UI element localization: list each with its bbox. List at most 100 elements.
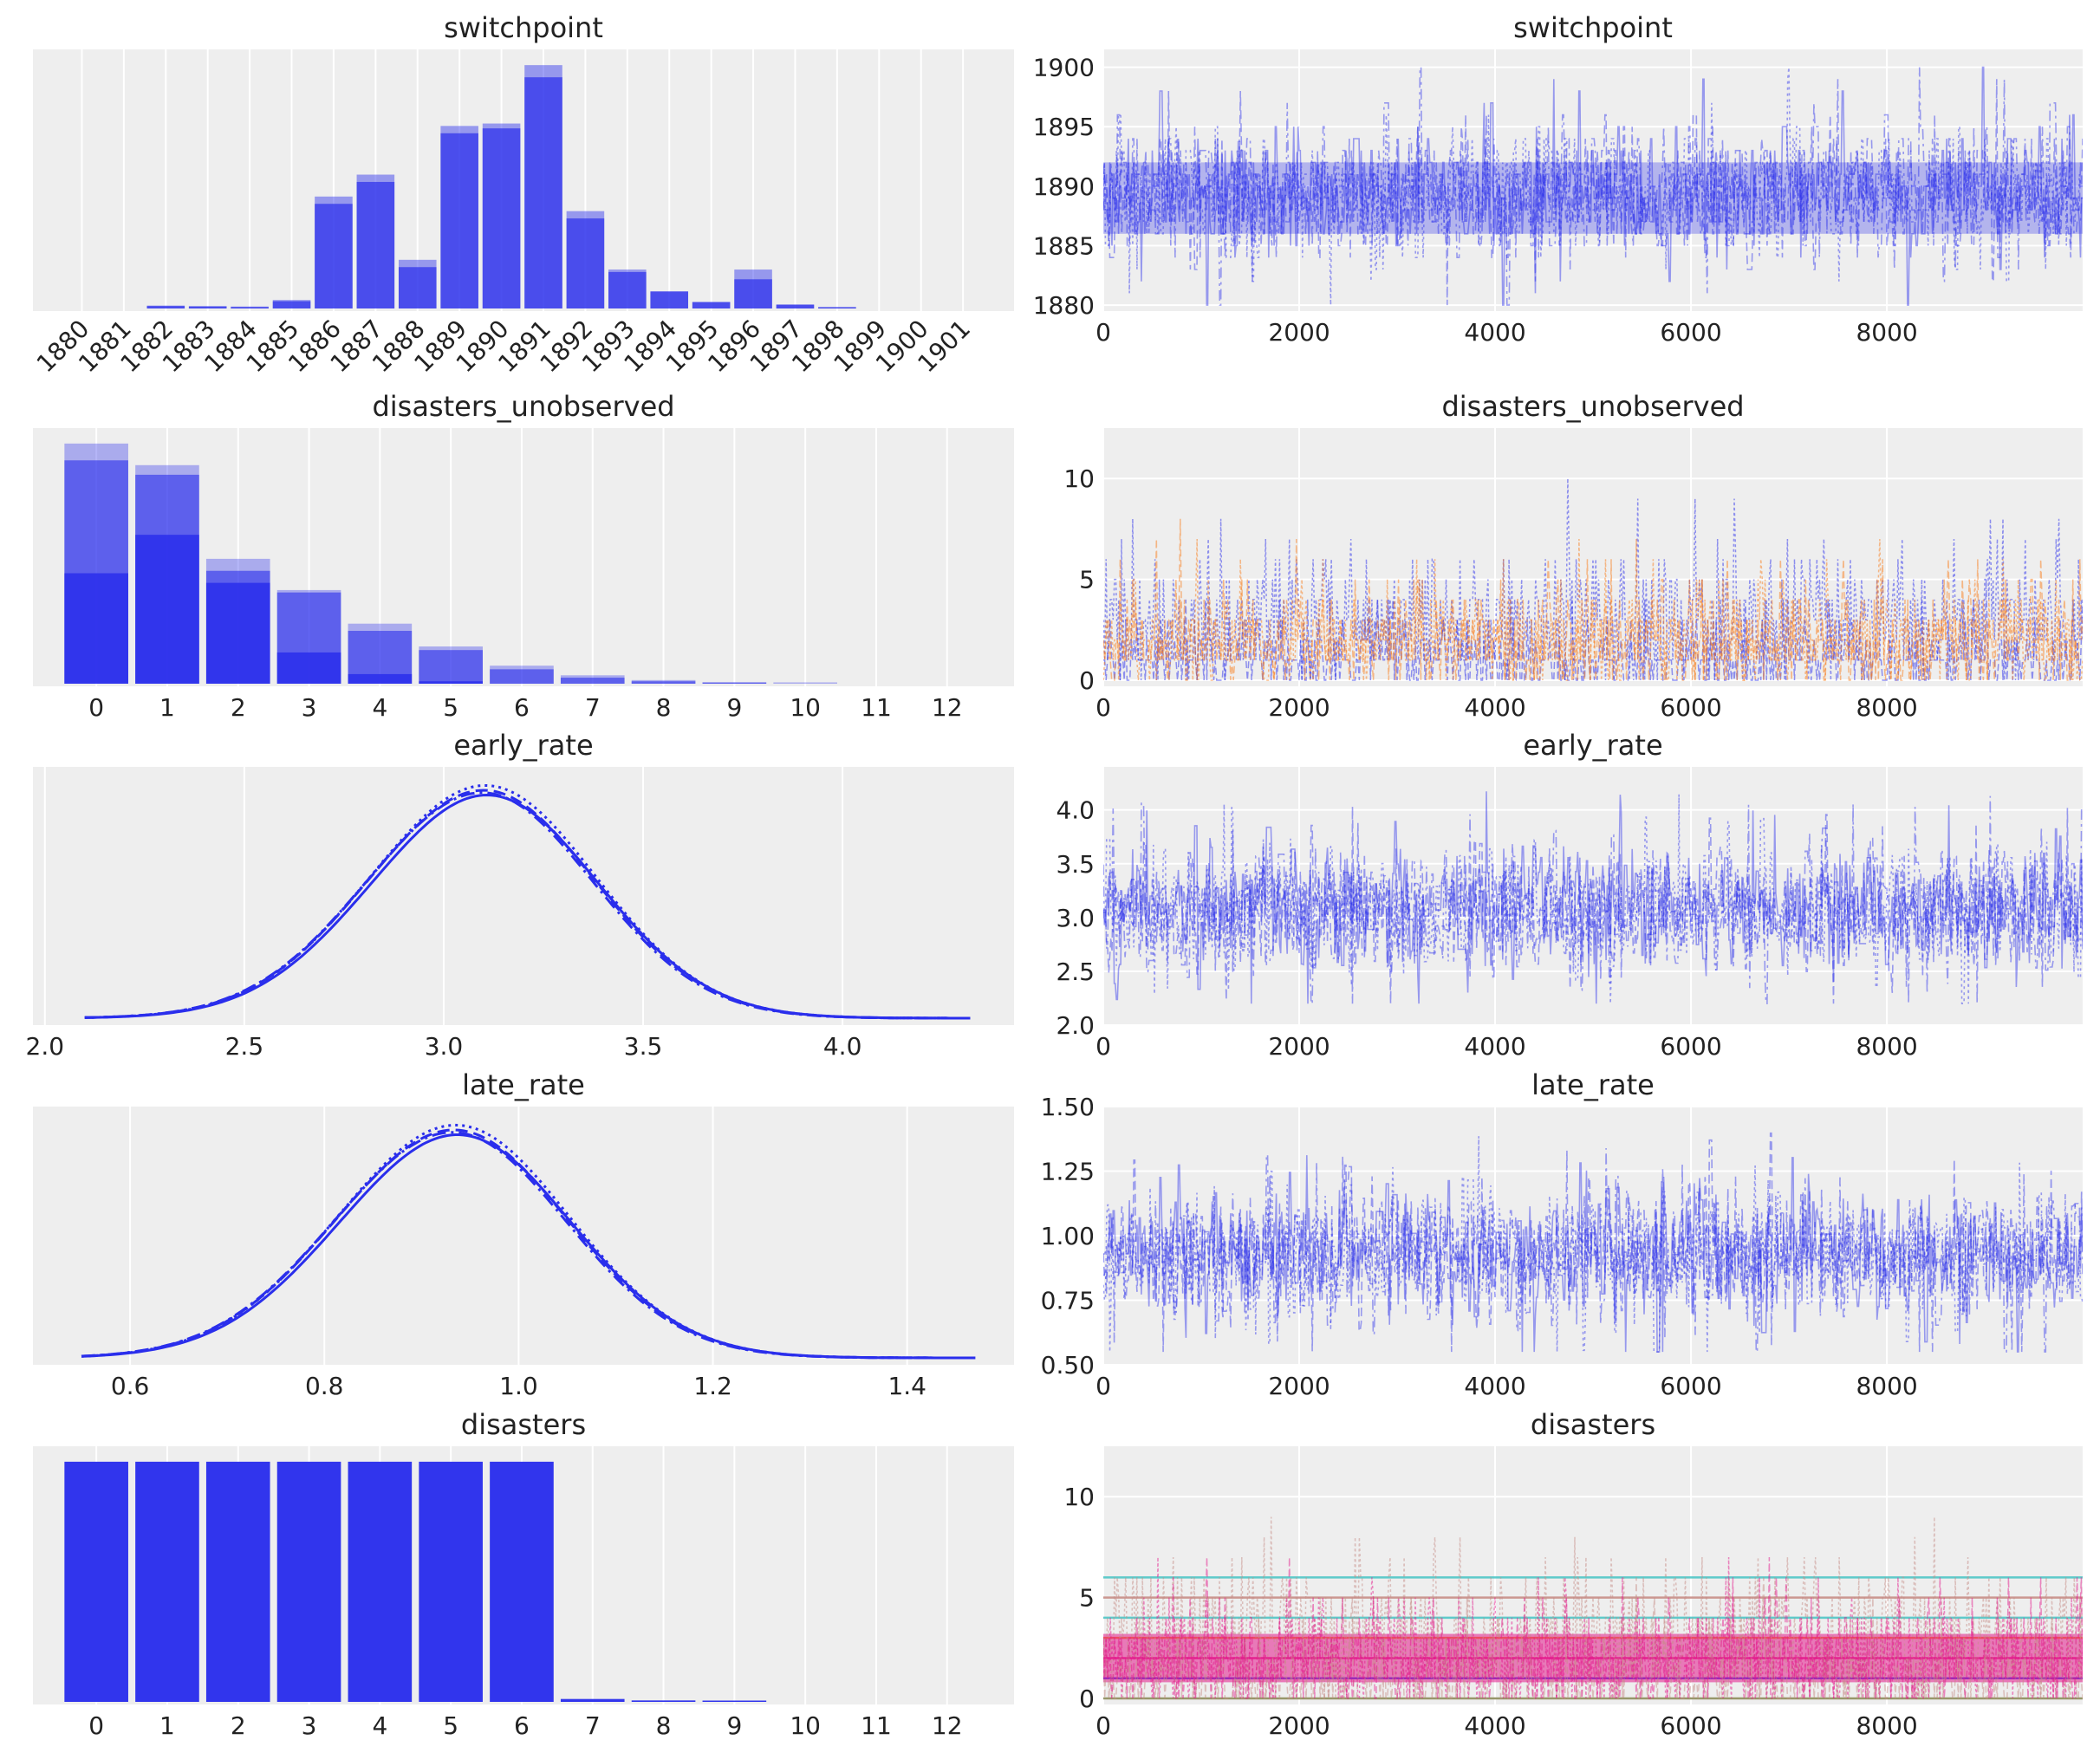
trace-band (1103, 162, 2083, 234)
x-tick-labels: 0 1 2 3 4 5 6 7 8 9 10 11 12 (88, 693, 962, 722)
y-tick-label: 5 (1079, 566, 1095, 594)
bar (560, 678, 625, 684)
x-tick-labels: 2.0 2.5 3.0 3.5 4.0 (26, 1032, 862, 1061)
bar (348, 1461, 413, 1702)
bars (64, 1461, 767, 1702)
density-curve (81, 1131, 976, 1360)
bar (276, 589, 341, 684)
bar (348, 623, 413, 684)
trace-line (1103, 795, 2083, 1004)
x-tick-labels: 0 1 2 3 4 5 6 7 8 9 10 11 12 (88, 1711, 962, 1740)
bar (64, 1461, 128, 1702)
x-tick-label: 6 (514, 693, 530, 722)
trace-line (1103, 538, 2083, 681)
bar (146, 306, 185, 308)
bar (650, 291, 689, 308)
panel-switchpoint-hist: switchpoint 18801881188218831884188518861… (31, 11, 1014, 378)
bar (631, 679, 696, 684)
x-tick-label: 6 (514, 1711, 530, 1740)
y-tick-label: 1885 (1033, 232, 1095, 261)
panel-disasters-unobserved-trace: disasters_unobserved 0 2000 4000 6000 8000 0 5 1… (1063, 390, 2083, 722)
bar (419, 650, 483, 684)
x-tick-label: 4000 (1464, 318, 1525, 347)
x-tick-label: 4 (372, 1711, 387, 1740)
plot-area (1103, 428, 2083, 686)
trace-line (1103, 478, 2083, 681)
bar (146, 305, 185, 308)
bar (702, 1700, 767, 1702)
trace-line (1103, 806, 2083, 1004)
bar (315, 204, 353, 308)
x-tick-label: 3 (302, 693, 317, 722)
x-tick-label: 8000 (1856, 318, 1917, 347)
trace-lines (1103, 1516, 2083, 1700)
y-tick-label: 1895 (1033, 113, 1095, 141)
grid-lines (1102, 1106, 2083, 1366)
chart-title: disasters_unobserved (1441, 390, 1744, 423)
x-tick-label: 0 (1096, 693, 1111, 722)
x-tick-label: 2 (231, 1711, 246, 1740)
x-tick-label: 2 (231, 693, 246, 722)
bar (315, 196, 353, 308)
x-tick-label: 8 (656, 1711, 672, 1740)
x-tick-label: 1 (159, 693, 175, 722)
bar (776, 304, 815, 308)
density-curves (81, 1123, 976, 1360)
x-tick-label: 0 (1096, 1372, 1111, 1400)
trace-line (1103, 1132, 2083, 1353)
chart-title: late_rate (1531, 1068, 1655, 1101)
bar (482, 128, 521, 308)
x-tick-labels: 0 2000 4000 6000 8000 (1096, 1711, 1918, 1740)
x-tick-label: 12 (932, 693, 963, 722)
x-tick-label: 0 (1096, 1032, 1111, 1061)
panel-late-rate-kde: late_rate 0.6 0.8 1.0 1.2 1.4 (33, 1068, 1014, 1400)
x-tick-label: 0 (88, 693, 104, 722)
bar (276, 1461, 341, 1702)
bar (356, 181, 395, 308)
y-tick-label: 1.00 (1041, 1222, 1095, 1250)
trace-lines (1103, 66, 2083, 306)
bar (490, 669, 554, 684)
x-tick-label: 6000 (1660, 1032, 1721, 1061)
bar (205, 1461, 270, 1702)
bar (702, 682, 767, 684)
bar (734, 269, 772, 308)
x-tick-labels: 0 2000 4000 6000 8000 (1096, 1032, 1918, 1061)
x-tick-label: 4000 (1464, 693, 1525, 722)
trace-line (1103, 66, 2083, 306)
y-tick-label: 0.50 (1041, 1351, 1095, 1380)
x-tick-label: 4 (372, 693, 387, 722)
bar (566, 218, 605, 308)
y-tick-label: 0 (1079, 666, 1095, 695)
trace-line (1103, 579, 2083, 681)
chart-title: switchpoint (1513, 11, 1673, 44)
x-tick-label: 5 (443, 1711, 458, 1740)
bar (608, 271, 647, 308)
x-tick-label: 0.6 (111, 1372, 150, 1400)
x-tick-label: 2000 (1268, 1032, 1330, 1061)
plot-area (33, 49, 1014, 311)
x-tick-label: 2000 (1268, 1372, 1330, 1400)
x-tick-label: 5 (443, 693, 458, 722)
x-tick-label: 7 (585, 1711, 601, 1740)
panel-disasters-trace: disasters 0 2000 4000 6000 8000 0 5 10 (1063, 1408, 2083, 1740)
y-tick-label: 1900 (1033, 54, 1095, 82)
bar (692, 302, 731, 308)
panel-switchpoint-trace: switchpoint 0 2000 4000 6000 8000 1880 1885 1890… (1033, 11, 2083, 347)
trace-line (1103, 1155, 2083, 1353)
bar (231, 306, 269, 308)
x-tick-label: 7 (585, 693, 601, 722)
bar (188, 306, 227, 308)
x-tick-label: 3.0 (425, 1032, 464, 1061)
chart-title: disasters (461, 1408, 586, 1441)
bar (188, 306, 227, 308)
x-tick-labels: 0 2000 4000 6000 8000 (1096, 693, 1918, 722)
x-tick-label: 0 (88, 1711, 104, 1740)
plot-area (33, 1107, 1014, 1365)
chart-title: late_rate (462, 1068, 585, 1101)
x-tick-label: 6000 (1660, 1711, 1721, 1740)
y-tick-labels: 2.0 2.5 3.0 3.5 4.0 (1056, 796, 1095, 1040)
